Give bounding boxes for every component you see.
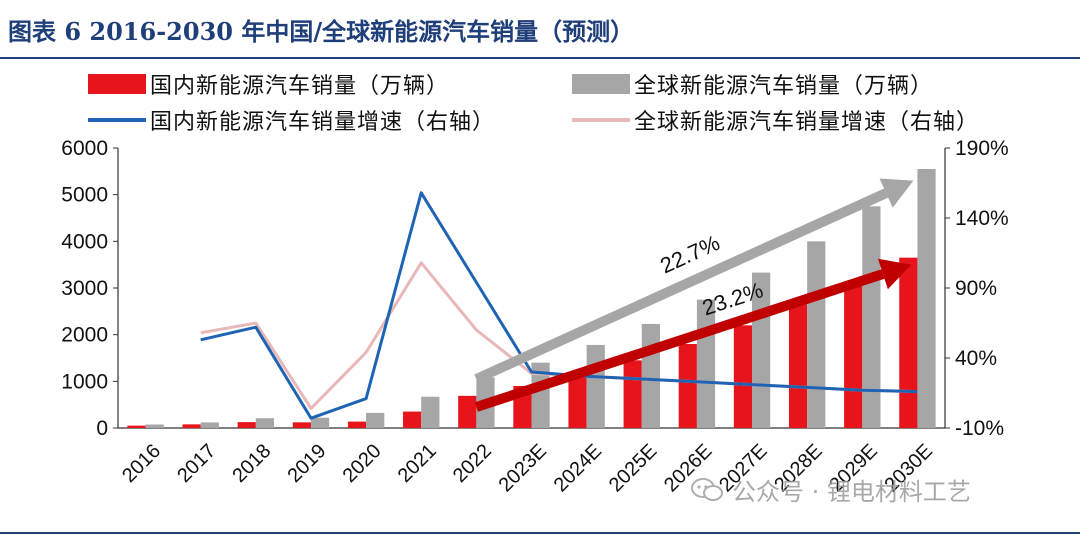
- legend-swatch-domestic-sales: [88, 74, 146, 94]
- arrow-global-cagr-shaft: [474, 188, 889, 384]
- bar-global-2017: [200, 422, 219, 428]
- x-tick-label: 2023E: [495, 440, 551, 496]
- bar-global-2030E: [917, 169, 936, 428]
- arrow-global-cagr-head: [879, 178, 914, 208]
- x-tick-label: 2021: [394, 440, 441, 487]
- legend-label-global-growth: 全球新能源汽车销量增速（右轴）: [634, 110, 980, 135]
- line-domestic-growth: [200, 191, 918, 420]
- y-left-tick-label: 3000: [61, 277, 108, 300]
- bar-domestic-2021: [403, 411, 422, 428]
- bar-global-2024E: [586, 344, 605, 428]
- bar-domestic-2024E: [568, 374, 587, 428]
- y-right-tick-label: 90%: [955, 277, 997, 300]
- y-left-tick-label: 1000: [61, 370, 108, 393]
- arrow-domestic-cagr-shaft: [474, 269, 885, 412]
- x-tick-label: 2018: [228, 440, 275, 487]
- legend-item-domestic-sales: 国内新能源汽车销量（万辆）: [88, 68, 449, 100]
- bar-domestic-2016: [127, 425, 146, 428]
- bar-domestic-2022: [458, 395, 477, 428]
- legend-swatch-global-growth: [572, 118, 630, 122]
- bar-domestic-2019: [292, 422, 311, 428]
- y-right-tick-label: 140%: [955, 207, 1009, 230]
- bar-domestic-2017: [182, 424, 201, 428]
- bar-global-2020: [366, 412, 385, 428]
- x-tick-label: 2017: [173, 440, 220, 487]
- x-tick-label: 2016: [118, 440, 165, 487]
- chart-legend: 国内新能源汽车销量（万辆） 全球新能源汽车销量（万辆） 国内新能源汽车销量增速（…: [0, 64, 1080, 136]
- bar-domestic-2028E: [788, 304, 808, 428]
- chart-plot: 0 1000 2000 3000 4000 5000 6000 -10% 40% 90% 140% 1…: [61, 137, 1009, 496]
- x-tick-label: 2022: [449, 440, 496, 487]
- arrow-domestic-cagr-head: [877, 258, 912, 290]
- bar-global-2018: [255, 418, 275, 428]
- y-left-tick-label: 0: [96, 417, 108, 440]
- title-underline: [0, 57, 1080, 59]
- y-left-tick-label: 6000: [61, 137, 108, 160]
- legend-label-global-sales: 全球新能源汽车销量（万辆）: [634, 74, 934, 99]
- y-left-tick-label: 5000: [61, 184, 108, 207]
- bar-global-2019: [310, 417, 330, 428]
- bar-domestic-2018: [237, 422, 256, 428]
- y-right-tick-label: 190%: [955, 137, 1009, 160]
- x-tick-label: 2024E: [550, 440, 606, 496]
- x-tick-label: 2025E: [605, 440, 661, 496]
- y-left-tick-label: 4000: [61, 230, 108, 253]
- watermark-text: 公众号 · 锂电材料工艺: [732, 478, 971, 506]
- wechat-icon: [691, 477, 723, 501]
- y-right-tick-label: 40%: [955, 347, 997, 370]
- bar-global-2025E: [641, 323, 660, 428]
- bar-domestic-2027E: [733, 325, 753, 428]
- legend-swatch-global-sales: [572, 74, 630, 94]
- bar-domestic-2025E: [623, 360, 642, 428]
- bar-global-2028E: [807, 241, 826, 428]
- bar-domestic-2020: [347, 421, 367, 428]
- bar-domestic-2030E: [899, 257, 918, 428]
- bar-global-2029E: [862, 206, 881, 428]
- legend-label-domestic-sales: 国内新能源汽车销量（万辆）: [150, 74, 450, 99]
- watermark: 公众号 · 锂电材料工艺: [690, 472, 971, 507]
- legend-swatch-domestic-growth: [88, 118, 146, 122]
- y-right-tick-label: -10%: [955, 417, 1004, 440]
- bar-global-2016: [145, 424, 164, 428]
- legend-item-domestic-growth: 国内新能源汽车销量增速（右轴）: [88, 104, 495, 136]
- title-bar: 图表 6 2016-2030 年中国/全球新能源汽车销量（预测）: [0, 0, 1080, 59]
- y-left-tick-label: 2000: [61, 324, 108, 347]
- x-tick-label: 2019: [283, 440, 330, 487]
- bar-domestic-2026E: [678, 344, 697, 428]
- bar-domestic-2029E: [844, 283, 863, 428]
- legend-label-domestic-growth: 国内新能源汽车销量增速（右轴）: [150, 110, 496, 135]
- legend-item-global-growth: 全球新能源汽车销量增速（右轴）: [572, 104, 979, 136]
- bottom-rule: [0, 532, 1080, 534]
- chart-title: 图表 6 2016-2030 年中国/全球新能源汽车销量（预测）: [8, 17, 635, 46]
- x-tick-label: 2020: [339, 440, 386, 487]
- legend-item-global-sales: 全球新能源汽车销量（万辆）: [572, 68, 933, 100]
- bar-global-2021: [421, 396, 440, 428]
- bar-global-2023E: [531, 362, 550, 428]
